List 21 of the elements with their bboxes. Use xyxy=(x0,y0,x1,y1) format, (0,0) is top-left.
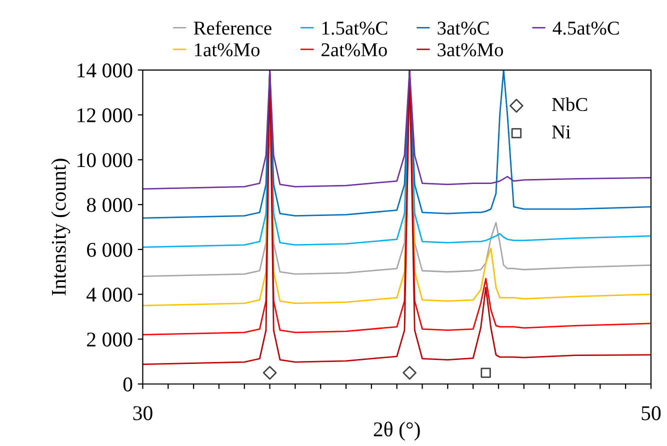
y-tick-label: 4 000 xyxy=(86,288,132,302)
y-tick-label: 2 000 xyxy=(87,332,132,347)
y-tick-label: 0 xyxy=(123,377,132,392)
y-tick-label: 10 000 xyxy=(78,153,132,168)
y-tick-label: 6 000 xyxy=(87,242,132,257)
legend-label: Ni xyxy=(552,125,571,138)
y-tick-label: 14 000 xyxy=(78,63,132,78)
legend-label: NbC xyxy=(552,97,588,112)
legend-label: 3at%C xyxy=(438,22,489,35)
y-tick-label: 8 000 xyxy=(86,198,132,212)
legend-label: 3at%Mo xyxy=(438,43,504,56)
legend-label: 1.5at%C xyxy=(322,22,388,35)
x-axis-title: 2θ (°) xyxy=(374,422,420,441)
x-tick-label: 30 xyxy=(133,406,152,420)
legend-label: 2at%Mo xyxy=(322,43,387,56)
legend-label: 1at%Mo xyxy=(194,43,260,56)
legend-label: 4.5at%C xyxy=(552,22,619,35)
y-axis-title: Intensity (count) xyxy=(51,158,70,296)
y-tick-label: 12 000 xyxy=(78,108,132,122)
legend-label: Reference xyxy=(194,20,272,35)
x-tick-label: 50 xyxy=(642,406,661,420)
